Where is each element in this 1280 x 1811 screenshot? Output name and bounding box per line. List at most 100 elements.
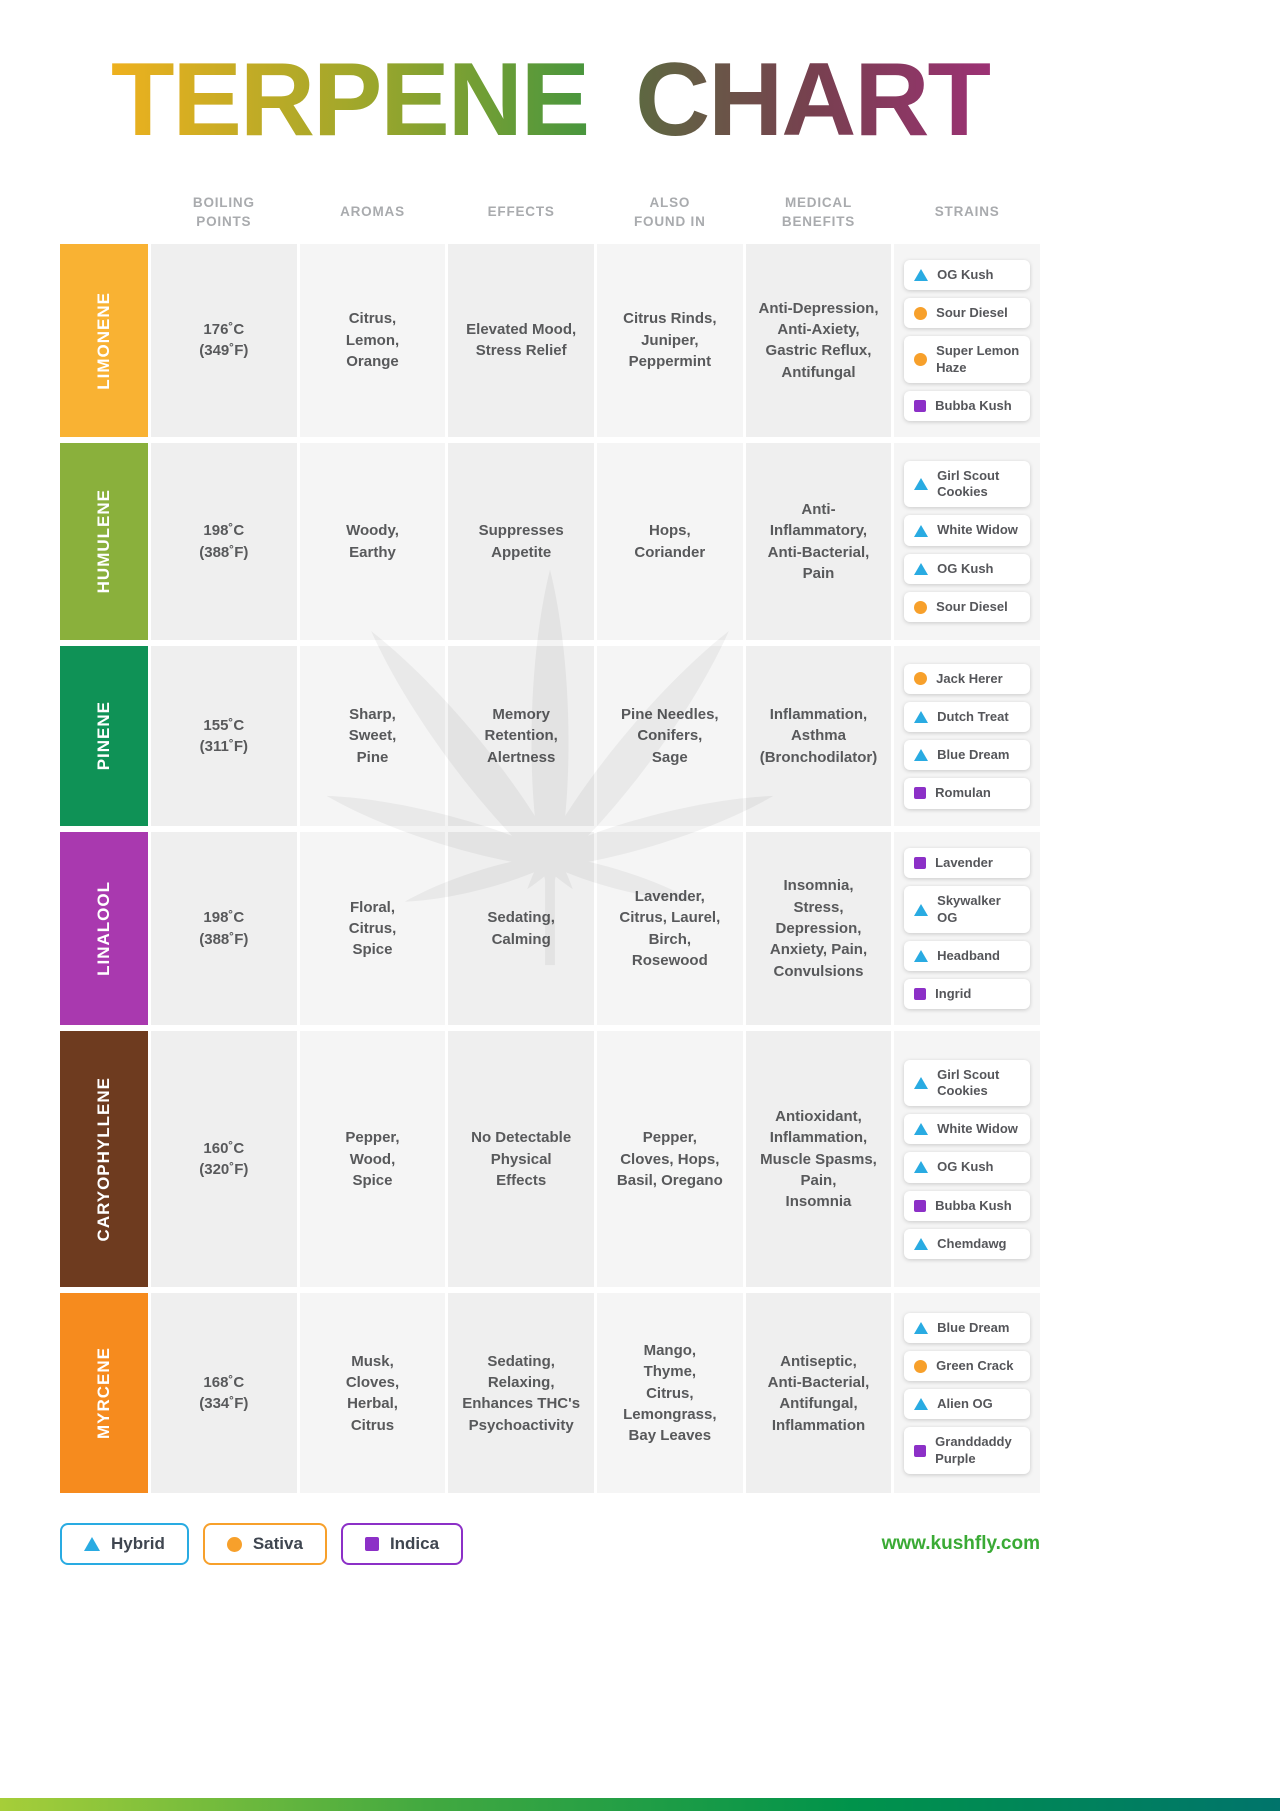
indica-icon — [914, 787, 927, 800]
column-header-5: MEDICAL BENEFITS — [781, 195, 856, 229]
indica-icon — [914, 1199, 927, 1212]
strain-pill: White Widow — [904, 515, 1031, 546]
aromas-cell: Pepper, Wood, Spice — [299, 1031, 446, 1288]
hybrid-icon — [914, 524, 929, 537]
aromas-text: Musk, Cloves, Herbal, Citrus — [345, 1352, 400, 1434]
effects-text: Elevated Mood, Stress Relief — [466, 321, 577, 360]
also-found-in-cell: Pepper, Cloves, Hops, Basil, Oregano — [597, 1031, 743, 1288]
legend-row: Hybrid Sativa Indica www.kushfly.com — [60, 1521, 1040, 1567]
hybrid-icon — [914, 749, 929, 762]
strain-name: Sour Diesel — [936, 305, 1008, 321]
effects-cell: Sedating, Calming — [448, 832, 594, 1026]
boiling-point-cell: 168˚C (334˚F) — [151, 1293, 297, 1494]
column-header-1: BOILING POINTS — [192, 195, 255, 229]
column-headers: BOILING POINTS AROMAS EFFECTS ALSO FOUND IN… — [60, 194, 1040, 232]
strain-name: OG Kush — [937, 266, 994, 282]
strains-cell: Blue Dream Green Crack Alien OG Granddaddy … — [894, 1293, 1040, 1494]
bottom-gradient-bar — [0, 1798, 1280, 1811]
strain-name: OG Kush — [937, 1159, 994, 1175]
strain-pill: Green Crack — [904, 1350, 1031, 1382]
strain-pill: Blue Dream — [904, 740, 1031, 771]
effects-text: Sedating, Calming — [487, 909, 555, 948]
terpene-name-text: LINALOOL — [94, 881, 113, 977]
hybrid-icon — [914, 562, 929, 575]
effects-text: No Detectable Physical Effects — [471, 1129, 572, 1189]
sativa-icon — [914, 306, 928, 320]
hybrid-icon — [914, 1237, 929, 1250]
strains-cell: Lavender Skywalker OG Headband Ingrid — [894, 832, 1040, 1026]
medical-benefits-cell: Inflammation, Asthma (Bronchodilator) — [745, 646, 892, 827]
strain-name: Granddaddy Purple — [935, 1434, 1012, 1466]
indica-icon — [914, 399, 927, 412]
strain-name: White Widow — [937, 1121, 1018, 1137]
also-found-in-cell: Hops, Coriander — [597, 443, 743, 641]
title-word-terpene: TERPENE — [111, 42, 588, 158]
effects-text: Memory Retention, Alertness — [484, 706, 558, 766]
also-found-in-cell: Lavender, Citrus, Laurel, Birch, Rosewoo… — [597, 832, 743, 1026]
effects-cell: Suppresses Appetite — [448, 443, 594, 641]
boiling-point-cell: 198˚C (388˚F) — [151, 443, 297, 641]
strains-cell: OG Kush Sour Diesel Super Lemon Haze Bubba … — [894, 243, 1040, 438]
boiling-point-cell: 198˚C (388˚F) — [151, 832, 297, 1026]
strains-cell: Girl Scout Cookies White Widow OG Kush Bubb… — [894, 1031, 1040, 1288]
strain-name: Green Crack — [936, 1357, 1014, 1373]
strain-name: Blue Dream — [937, 747, 1010, 763]
strain-pill: Blue Dream — [904, 1312, 1031, 1343]
also-found-in-text: Mango, Thyme, Citrus, Lemongrass, Bay Le… — [623, 1342, 717, 1445]
strain-pill: Bubba Kush — [904, 390, 1031, 422]
terpene-name-label: LIMONENE — [60, 243, 148, 438]
column-header-3: EFFECTS — [487, 204, 555, 220]
strain-name: Girl Scout Cookies — [937, 467, 1000, 500]
aromas-text: Woody, Earthy — [346, 522, 399, 561]
sativa-icon — [914, 353, 928, 367]
strain-pill: Headband — [904, 940, 1031, 972]
legend-label: Sativa — [252, 1534, 303, 1554]
medical-benefits-text: Anti- Inflammatory, Anti-Bacterial, Pain — [767, 500, 870, 582]
indica-icon — [914, 857, 927, 870]
strain-pill: Super Lemon Haze — [904, 336, 1031, 383]
also-found-in-text: Pine Needles, Conifers, Sage — [621, 706, 719, 766]
sativa-icon — [914, 600, 928, 614]
boiling-point-text: 198˚C (388˚F) — [199, 909, 249, 948]
terpene-name-label: LINALOOL — [60, 832, 148, 1026]
aromas-cell: Floral, Citrus, Spice — [299, 832, 446, 1026]
terpene-row-humulene: HUMULENE 198˚C (388˚F) Woody, Earthy Suppre… — [60, 443, 1040, 641]
strain-pill: Dutch Treat — [904, 701, 1031, 733]
effects-cell: Sedating, Relaxing, Enhances THC's Psych… — [448, 1293, 594, 1494]
strain-name: Lavender — [935, 855, 993, 871]
terpene-row-limonene: LIMONENE 176˚C (349˚F) Citrus, Lemon, Oran… — [60, 243, 1040, 438]
legend-sativa: Sativa — [202, 1523, 327, 1566]
boiling-point-cell: 155˚C (311˚F) — [151, 646, 297, 827]
terpene-row-linalool: LINALOOL 198˚C (388˚F) Floral, Citrus, Spi… — [60, 832, 1040, 1026]
terpene-row-caryophyllene: CARYOPHYLLENE 160˚C (320˚F) Pepper, Wood, … — [60, 1031, 1040, 1288]
hybrid-icon — [914, 1076, 929, 1089]
medical-benefits-text: Anti-Depression, Anti-Axiety, Gastric Re… — [758, 299, 879, 381]
boiling-point-text: 176˚C (349˚F) — [199, 321, 249, 360]
boiling-point-text: 155˚C (311˚F) — [199, 716, 248, 756]
effects-cell: No Detectable Physical Effects — [448, 1031, 594, 1288]
hybrid-icon — [914, 949, 929, 962]
legend-label: Indica — [389, 1534, 440, 1554]
aromas-text: Floral, Citrus, Spice — [348, 898, 397, 959]
legend: Hybrid Sativa Indica — [60, 1523, 464, 1566]
medical-benefits-cell: Antiseptic, Anti-Bacterial, Antifungal, … — [745, 1293, 892, 1494]
legend-indica: Indica — [340, 1523, 464, 1566]
strain-name: Alien OG — [937, 1396, 993, 1412]
terpene-name-text: MYRCENE — [94, 1347, 113, 1440]
strain-name: Bubba Kush — [935, 397, 1012, 413]
hybrid-icon — [914, 478, 929, 491]
sativa-icon — [914, 1359, 928, 1373]
medical-benefits-text: Antiseptic, Anti-Bacterial, Antifungal, … — [767, 1352, 870, 1434]
hybrid-icon — [914, 710, 929, 723]
also-found-in-text: Pepper, Cloves, Hops, Basil, Oregano — [616, 1129, 723, 1189]
aromas-text: Sharp, Sweet, Pine — [348, 706, 397, 766]
hybrid-icon — [914, 1321, 929, 1334]
terpene-name-label: PINENE — [60, 646, 148, 827]
strains-cell: Girl Scout Cookies White Widow OG Kush Sour… — [894, 443, 1040, 641]
strain-pill: Chemdawg — [904, 1228, 1031, 1260]
strain-pill: Girl Scout Cookies — [904, 1059, 1031, 1107]
aromas-text: Pepper, Wood, Spice — [345, 1129, 400, 1189]
strain-name: Blue Dream — [937, 1319, 1010, 1335]
strain-name: Ingrid — [935, 986, 972, 1002]
